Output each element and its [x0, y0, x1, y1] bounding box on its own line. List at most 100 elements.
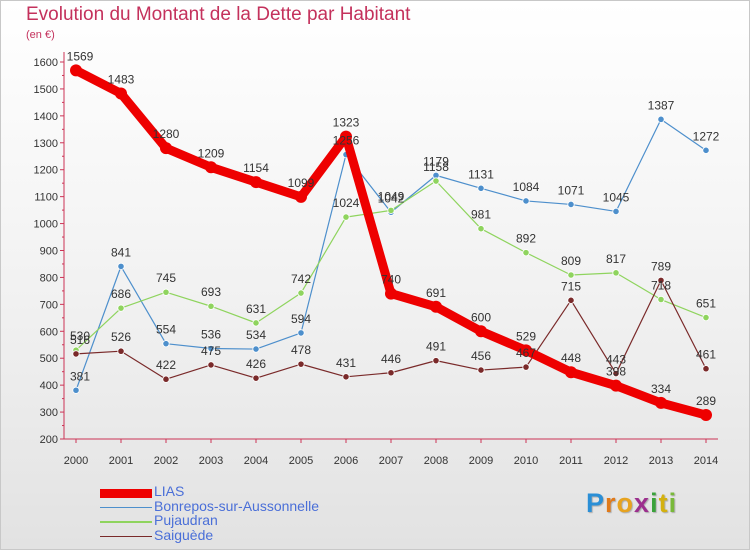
data-point [432, 177, 440, 185]
x-tick-label: 2009 [469, 455, 493, 467]
data-label: 740 [381, 273, 401, 287]
data-label: 534 [246, 328, 266, 342]
x-tick-label: 2000 [64, 455, 88, 467]
y-tick-label: 1300 [34, 138, 58, 150]
data-label: 1209 [198, 146, 225, 160]
data-label: 594 [291, 312, 311, 326]
x-tick-label: 2011 [559, 455, 583, 467]
y-tick-label: 500 [40, 353, 58, 365]
logo-letter: x [634, 488, 651, 518]
data-point [700, 409, 712, 422]
data-label: 1323 [333, 116, 360, 130]
data-point [117, 347, 125, 355]
y-tick-label: 1400 [34, 111, 58, 123]
data-label: 1084 [513, 180, 540, 194]
y-tick-label: 1600 [34, 57, 58, 69]
legend-label: LIAS [154, 483, 185, 499]
data-label: 461 [696, 348, 716, 362]
legend-label: Bonrepos-sur-Aussonnelle [154, 497, 319, 514]
y-tick-label: 700 [40, 299, 58, 311]
data-point [612, 369, 620, 378]
data-point [342, 373, 350, 381]
data-label: 809 [561, 254, 581, 268]
data-point [295, 190, 307, 203]
data-label: 1154 [243, 161, 269, 175]
data-label: 1045 [603, 190, 630, 204]
x-tick-label: 2001 [109, 455, 133, 467]
data-point [430, 300, 442, 313]
data-label: 448 [561, 351, 581, 365]
data-point [477, 366, 485, 374]
legend-label: Pujaudran [154, 512, 218, 528]
data-point [702, 146, 710, 154]
data-point [657, 115, 665, 123]
data-label: 530 [70, 329, 90, 343]
data-point [522, 249, 530, 257]
data-point [205, 161, 217, 174]
x-tick-label: 2012 [604, 455, 628, 467]
data-point [117, 262, 125, 270]
data-point [432, 357, 440, 365]
y-tick-label: 800 [40, 272, 58, 284]
data-label: 1179 [423, 154, 449, 168]
data-label: 431 [336, 356, 356, 370]
data-point [657, 295, 665, 304]
data-label: 600 [471, 310, 491, 324]
data-point [702, 313, 710, 322]
data-label: 1099 [288, 176, 315, 190]
data-point [252, 319, 260, 327]
data-label: 491 [426, 340, 446, 354]
x-tick-label: 2002 [154, 455, 178, 467]
data-point [115, 87, 127, 100]
data-label: 381 [70, 369, 90, 383]
y-tick-label: 1200 [34, 165, 58, 177]
data-label: 456 [471, 349, 491, 363]
data-label: 1569 [67, 49, 94, 63]
data-point [612, 269, 620, 277]
legend-swatch [100, 506, 152, 509]
legend-label: Saiguède [154, 526, 214, 543]
data-point [162, 375, 170, 383]
data-label: 742 [291, 272, 311, 286]
data-point [567, 271, 575, 279]
data-point [250, 176, 262, 189]
data-label: 1049 [378, 189, 405, 203]
x-tick-label: 2003 [199, 455, 223, 467]
data-point [207, 344, 215, 353]
data-point [475, 325, 487, 338]
legend-swatch [100, 535, 152, 538]
data-point [162, 288, 170, 296]
logo-letter: P [586, 488, 606, 518]
x-tick-label: 2005 [289, 455, 313, 467]
data-label: 1158 [423, 160, 449, 174]
logo-letter: o [616, 488, 635, 518]
data-label: 651 [696, 297, 716, 311]
data-point [70, 64, 82, 77]
data-point [297, 289, 305, 297]
data-point [387, 206, 395, 214]
data-label: 1071 [558, 183, 585, 197]
data-label: 536 [201, 328, 221, 342]
legend-swatch [100, 521, 152, 523]
data-label: 1042 [378, 191, 405, 205]
data-label: 892 [516, 232, 536, 246]
data-point [340, 130, 352, 143]
data-point [567, 296, 575, 304]
data-label: 745 [156, 271, 176, 285]
data-point [522, 197, 530, 205]
data-point [117, 304, 125, 312]
data-label: 334 [651, 382, 671, 396]
x-tick-label: 2007 [379, 455, 403, 467]
data-label: 1256 [333, 134, 360, 148]
data-point [297, 360, 305, 368]
data-point [160, 142, 172, 155]
y-tick-label: 1500 [34, 84, 58, 96]
data-label: 718 [651, 279, 671, 293]
data-label: 789 [651, 259, 671, 273]
data-label: 422 [156, 358, 176, 372]
data-point [655, 396, 667, 409]
data-label: 1024 [333, 196, 360, 210]
data-label: 981 [471, 208, 491, 222]
data-label: 526 [111, 330, 131, 344]
x-tick-label: 2013 [649, 455, 673, 467]
